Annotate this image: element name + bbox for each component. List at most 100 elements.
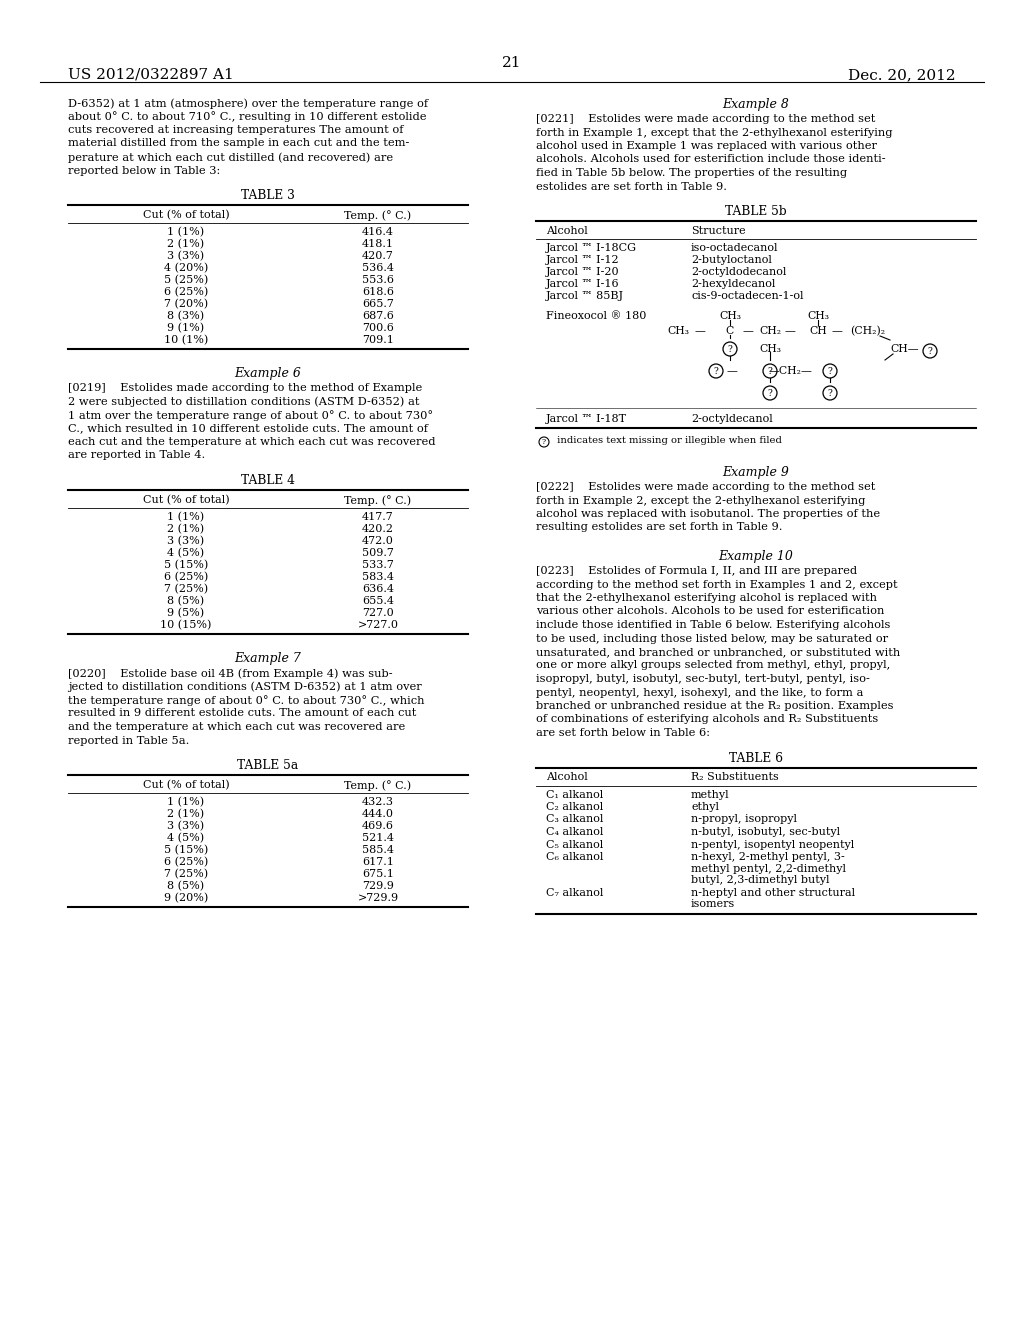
- Text: C₇ alkanol: C₇ alkanol: [546, 887, 603, 898]
- Text: ethyl: ethyl: [691, 803, 719, 812]
- Text: CH₃: CH₃: [667, 326, 689, 337]
- Text: 5 (15%): 5 (15%): [164, 560, 208, 570]
- Text: CH₃: CH₃: [807, 312, 829, 321]
- Text: Jarcol ™ I-20: Jarcol ™ I-20: [546, 267, 620, 277]
- Text: methyl: methyl: [691, 789, 730, 800]
- Text: 1 atm over the temperature range of about 0° C. to about 730°: 1 atm over the temperature range of abou…: [68, 411, 433, 421]
- Text: 8 (5%): 8 (5%): [168, 880, 205, 891]
- Text: 2-octyldecanol: 2-octyldecanol: [691, 414, 773, 424]
- Text: Example 8: Example 8: [723, 98, 790, 111]
- Text: butyl, 2,3-dimethyl butyl: butyl, 2,3-dimethyl butyl: [691, 875, 829, 884]
- Text: TABLE 4: TABLE 4: [241, 474, 295, 487]
- Text: various other alcohols. Alcohols to be used for esterification: various other alcohols. Alcohols to be u…: [536, 606, 885, 616]
- Text: one or more alkyl groups selected from methyl, ethyl, propyl,: one or more alkyl groups selected from m…: [536, 660, 890, 671]
- Text: 418.1: 418.1: [362, 239, 394, 249]
- Text: —: —: [831, 326, 843, 337]
- Text: alcohol was replaced with isobutanol. The properties of the: alcohol was replaced with isobutanol. Th…: [536, 510, 880, 519]
- Text: TABLE 5a: TABLE 5a: [238, 759, 299, 772]
- Text: Jarcol ™ I-16: Jarcol ™ I-16: [546, 279, 620, 289]
- Text: 709.1: 709.1: [362, 335, 394, 345]
- Text: Temp. (° C.): Temp. (° C.): [344, 495, 412, 506]
- Text: 6 (25%): 6 (25%): [164, 857, 208, 867]
- Text: 618.6: 618.6: [362, 286, 394, 297]
- Text: n-pentyl, isopentyl neopentyl: n-pentyl, isopentyl neopentyl: [691, 840, 854, 850]
- Text: 5 (25%): 5 (25%): [164, 275, 208, 285]
- Text: pentyl, neopentyl, hexyl, isohexyl, and the like, to form a: pentyl, neopentyl, hexyl, isohexyl, and …: [536, 688, 863, 697]
- Text: 4 (5%): 4 (5%): [168, 548, 205, 558]
- Text: cuts recovered at increasing temperatures The amount of: cuts recovered at increasing temperature…: [68, 125, 403, 135]
- Text: —: —: [742, 326, 754, 337]
- Text: isomers: isomers: [691, 899, 735, 909]
- Text: Alcohol: Alcohol: [546, 226, 588, 236]
- Text: estolides are set forth in Table 9.: estolides are set forth in Table 9.: [536, 181, 727, 191]
- Text: are reported in Table 4.: are reported in Table 4.: [68, 450, 205, 461]
- Text: ?: ?: [768, 367, 772, 375]
- Text: 1 (1%): 1 (1%): [168, 797, 205, 808]
- Text: Cut (% of total): Cut (% of total): [142, 780, 229, 791]
- Text: 7 (25%): 7 (25%): [164, 583, 208, 594]
- Text: C₆ alkanol: C₆ alkanol: [546, 851, 603, 862]
- Text: ?: ?: [827, 388, 833, 397]
- Text: Structure: Structure: [691, 226, 745, 236]
- Text: 727.0: 727.0: [362, 609, 394, 618]
- Text: 665.7: 665.7: [362, 300, 394, 309]
- Text: methyl pentyl, 2,2-dimethyl: methyl pentyl, 2,2-dimethyl: [691, 863, 846, 874]
- Text: 10 (15%): 10 (15%): [161, 620, 212, 631]
- Text: 583.4: 583.4: [362, 572, 394, 582]
- Text: C₂ alkanol: C₂ alkanol: [546, 803, 603, 812]
- Text: Temp. (° C.): Temp. (° C.): [344, 780, 412, 791]
- Text: n-propyl, isopropyl: n-propyl, isopropyl: [691, 814, 797, 825]
- Text: 521.4: 521.4: [362, 833, 394, 843]
- Text: of combinations of esterifying alcohols and R₂ Substituents: of combinations of esterifying alcohols …: [536, 714, 879, 725]
- Text: 585.4: 585.4: [362, 845, 394, 855]
- Text: [0222]    Estolides were made according to the method set: [0222] Estolides were made according to …: [536, 482, 876, 492]
- Text: CH—: CH—: [890, 345, 919, 354]
- Text: Alcohol: Alcohol: [546, 772, 588, 783]
- Text: 2-hexyldecanol: 2-hexyldecanol: [691, 279, 775, 289]
- Text: TABLE 5b: TABLE 5b: [725, 205, 786, 218]
- Text: jected to distillation conditions (ASTM D-6352) at 1 atm over: jected to distillation conditions (ASTM …: [68, 681, 422, 692]
- Text: about 0° C. to about 710° C., resulting in 10 different estolide: about 0° C. to about 710° C., resulting …: [68, 111, 427, 123]
- Text: CH: CH: [809, 326, 826, 337]
- Text: 2 (1%): 2 (1%): [168, 809, 205, 820]
- Text: 5 (15%): 5 (15%): [164, 845, 208, 855]
- Text: alcohols. Alcohols used for esterifiction include those identi-: alcohols. Alcohols used for esterifictio…: [536, 154, 886, 165]
- Text: to be used, including those listed below, may be saturated or: to be used, including those listed below…: [536, 634, 888, 644]
- Text: 687.6: 687.6: [362, 312, 394, 321]
- Text: Example 6: Example 6: [234, 367, 301, 380]
- Text: resulted in 9 different estolide cuts. The amount of each cut: resulted in 9 different estolide cuts. T…: [68, 709, 417, 718]
- Text: TABLE 6: TABLE 6: [729, 751, 783, 764]
- Text: n-hexyl, 2-methyl pentyl, 3-: n-hexyl, 2-methyl pentyl, 3-: [691, 851, 845, 862]
- Text: CH₃: CH₃: [759, 345, 781, 354]
- Text: 416.4: 416.4: [362, 227, 394, 238]
- Text: 7 (20%): 7 (20%): [164, 300, 208, 309]
- Text: [0223]    Estolides of Formula I, II, and III are prepared: [0223] Estolides of Formula I, II, and I…: [536, 566, 857, 576]
- Text: 4 (20%): 4 (20%): [164, 263, 208, 273]
- Text: and the temperature at which each cut was recovered are: and the temperature at which each cut wa…: [68, 722, 406, 733]
- Text: ?: ?: [728, 345, 732, 354]
- Text: 1 (1%): 1 (1%): [168, 227, 205, 238]
- Text: Cut (% of total): Cut (% of total): [142, 495, 229, 506]
- Text: 6 (25%): 6 (25%): [164, 572, 208, 582]
- Text: C₄ alkanol: C₄ alkanol: [546, 828, 603, 837]
- Text: ?: ?: [928, 346, 933, 355]
- Text: R₂ Substituents: R₂ Substituents: [691, 772, 778, 783]
- Text: 675.1: 675.1: [362, 869, 394, 879]
- Text: —CH₂—: —CH₂—: [768, 366, 812, 376]
- Text: 3 (3%): 3 (3%): [168, 821, 205, 832]
- Text: Jarcol ™ 85BJ: Jarcol ™ 85BJ: [546, 290, 624, 301]
- Text: 472.0: 472.0: [362, 536, 394, 546]
- Text: 10 (1%): 10 (1%): [164, 335, 208, 346]
- Text: 9 (20%): 9 (20%): [164, 894, 208, 903]
- Text: C: C: [726, 326, 734, 337]
- Text: >729.9: >729.9: [357, 894, 398, 903]
- Text: Temp. (° C.): Temp. (° C.): [344, 210, 412, 220]
- Text: 729.9: 729.9: [362, 880, 394, 891]
- Text: Cut (% of total): Cut (% of total): [142, 210, 229, 220]
- Text: ?: ?: [542, 438, 546, 446]
- Text: material distilled from the sample in each cut and the tem-: material distilled from the sample in ea…: [68, 139, 410, 149]
- Text: 4 (5%): 4 (5%): [168, 833, 205, 843]
- Text: C₃ alkanol: C₃ alkanol: [546, 814, 603, 825]
- Text: fied in Table 5b below. The properties of the resulting: fied in Table 5b below. The properties o…: [536, 168, 847, 178]
- Text: Example 10: Example 10: [719, 550, 794, 564]
